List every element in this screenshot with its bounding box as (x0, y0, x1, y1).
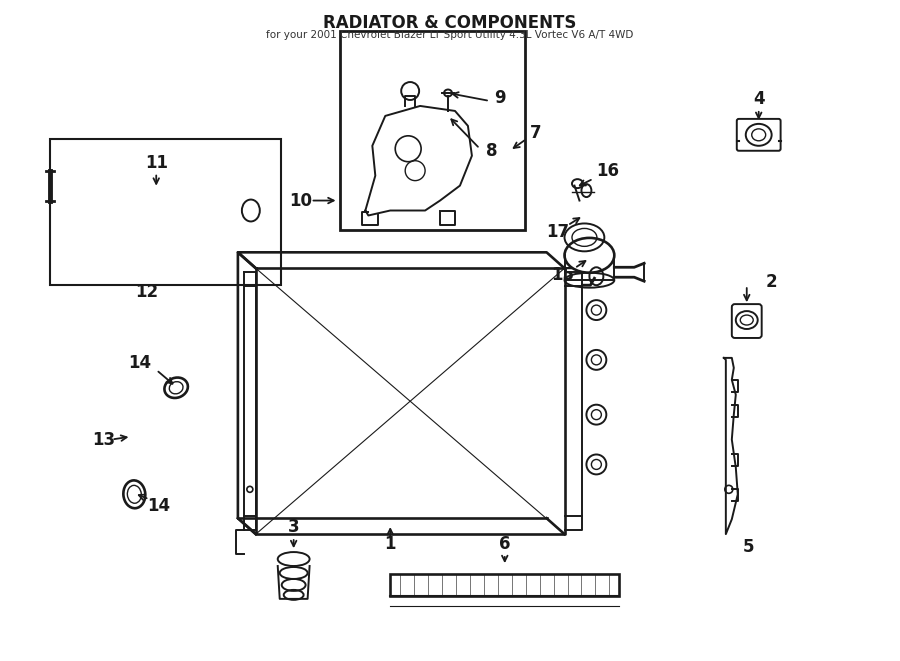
Text: 14: 14 (128, 354, 151, 372)
Text: 8: 8 (486, 141, 498, 160)
Bar (391, 574, 619, 596)
Text: 2: 2 (766, 273, 778, 292)
Text: for your 2001 Chevrolet Blazer LT Sport Utility 4.3L Vortec V6 A/T 4WD: for your 2001 Chevrolet Blazer LT Sport … (266, 30, 634, 40)
Text: 5: 5 (743, 538, 754, 556)
Text: 7: 7 (530, 124, 542, 142)
Text: 3: 3 (288, 518, 300, 536)
Text: 17: 17 (546, 223, 569, 241)
Text: 9: 9 (494, 89, 506, 107)
Bar (340, 31, 525, 231)
Text: 11: 11 (145, 154, 167, 172)
Text: 1: 1 (384, 535, 396, 553)
Text: RADIATOR & COMPONENTS: RADIATOR & COMPONENTS (323, 15, 577, 32)
Text: 14: 14 (148, 497, 171, 516)
Text: 4: 4 (753, 90, 764, 108)
Text: 15: 15 (551, 266, 574, 284)
Text: 12: 12 (135, 283, 158, 301)
Text: 10: 10 (289, 192, 312, 210)
Bar (50, 139, 281, 285)
Text: 16: 16 (596, 162, 619, 180)
Text: 13: 13 (92, 430, 115, 449)
Text: 6: 6 (499, 535, 510, 553)
